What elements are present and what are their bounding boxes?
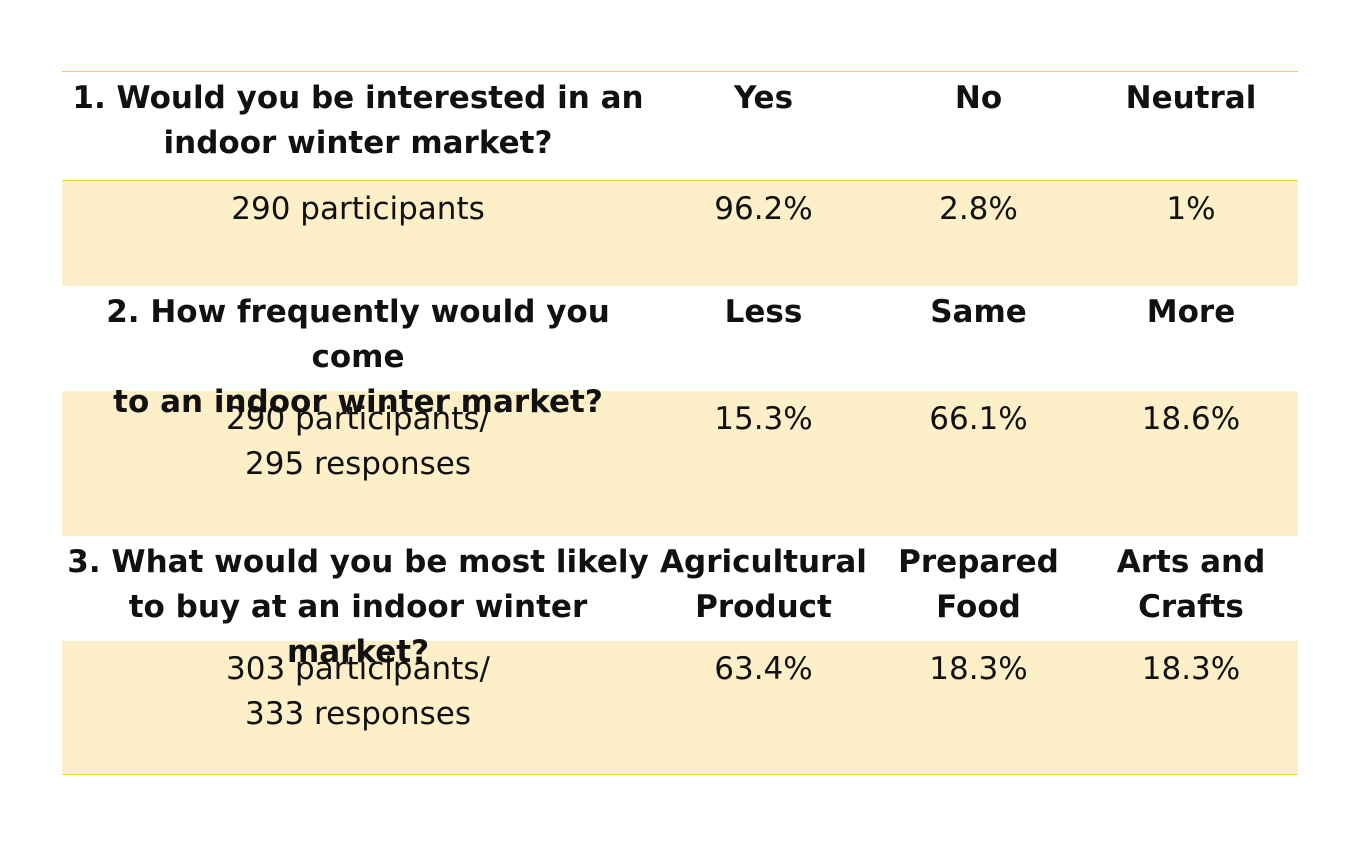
question-2-header-row: 2. How frequently would you come to an i… <box>62 286 1298 420</box>
question-2-result-less: 15.3% <box>714 401 813 437</box>
question-3-option-arts-and-crafts: Arts and Crafts <box>1116 544 1266 625</box>
question-1-header-row: 1. Would you be interested in an indoor … <box>62 72 1298 180</box>
question-1-result-row: 290 participants 96.2% 2.8% 1% <box>62 180 1298 286</box>
question-1-participants: 290 participants <box>231 191 485 227</box>
question-2-text: 2. How frequently would you come to an i… <box>106 294 610 420</box>
survey-results-table: 1. Would you be interested in an indoor … <box>62 71 1298 775</box>
question-1-option-no: No <box>954 80 1003 116</box>
question-3-result-agricultural-product: 63.4% <box>714 651 813 687</box>
question-2-option-same: Same <box>930 294 1027 330</box>
question-2-result-more: 18.6% <box>1141 401 1241 437</box>
question-3-result-row: 303 participants/ 333 responses 63.4% 18… <box>62 641 1298 774</box>
question-3-result-prepared-food: 18.3% <box>929 651 1028 687</box>
question-2-participants: 290 participants/ 295 responses <box>226 401 490 482</box>
question-1-option-yes: Yes <box>733 80 794 116</box>
question-1-result-no: 2.8% <box>939 191 1018 227</box>
question-1-result-neutral: 1% <box>1166 191 1216 227</box>
question-1-option-neutral: Neutral <box>1125 80 1257 116</box>
question-2-option-less: Less <box>724 294 803 330</box>
question-3-result-arts-and-crafts: 18.3% <box>1141 651 1241 687</box>
question-3-participants: 303 participants/ 333 responses <box>226 651 490 732</box>
question-2-result-row: 290 participants/ 295 responses 15.3% 66… <box>62 391 1298 536</box>
question-3-header-row: 3. What would you be most likely to buy … <box>62 536 1298 670</box>
question-3-option-prepared-food: Prepared Food <box>898 544 1059 625</box>
question-3-text: 3. What would you be most likely to buy … <box>67 544 649 670</box>
question-2-result-same: 66.1% <box>929 401 1028 437</box>
question-2-option-more: More <box>1146 294 1236 330</box>
question-1-result-yes: 96.2% <box>714 191 813 227</box>
question-3-option-agricultural-product: Agricultural Product <box>660 544 867 625</box>
question-1-text: 1. Would you be interested in an indoor … <box>72 80 644 161</box>
